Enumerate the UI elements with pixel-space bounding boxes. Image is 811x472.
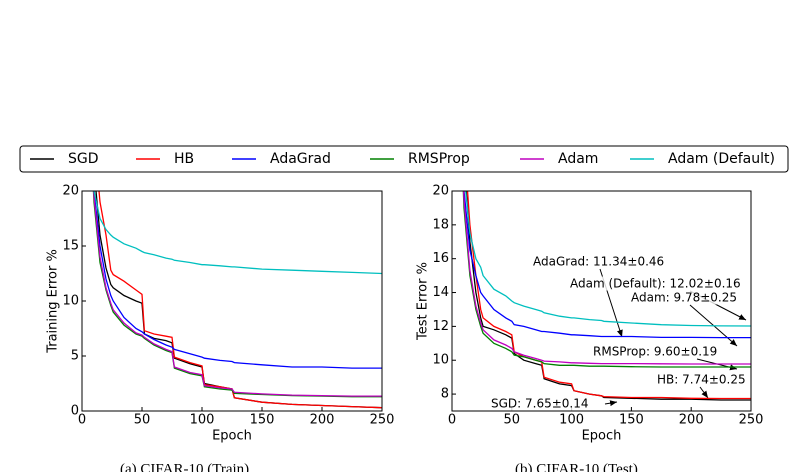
x-tick-label: 0	[448, 413, 456, 428]
caption: (b) CIFAR-10 (Test)	[515, 461, 638, 472]
series-line	[98, 191, 382, 409]
x-tick-label: 150	[619, 413, 644, 428]
annotation-bg	[592, 344, 719, 359]
x-tick-label: 100	[190, 413, 215, 428]
series-line	[93, 191, 382, 397]
y-tick-label: 5	[71, 349, 79, 364]
annotation: AdaGrad: 11.34±0.46	[533, 255, 664, 269]
series-line	[463, 191, 751, 339]
x-tick-label: 250	[739, 413, 764, 428]
annotation: Adam (Default): 12.02±0.16	[570, 277, 741, 291]
legend-label: Adam	[558, 151, 598, 167]
x-tick-label: 0	[78, 413, 86, 428]
legend-label: Adam (Default)	[668, 151, 775, 167]
legend-box	[19, 145, 789, 173]
legend-label: HB	[174, 151, 194, 167]
y-tick-label: 0	[71, 404, 79, 419]
y-tick-label: 10	[432, 353, 449, 368]
series-line	[92, 191, 382, 398]
annotation-bg	[569, 276, 742, 291]
x-tick-label: 200	[310, 413, 335, 428]
plot-lines	[92, 191, 382, 409]
annotation-bg	[656, 372, 747, 387]
series-line	[93, 191, 382, 369]
x-tick-label: 100	[559, 413, 584, 428]
y-tick-label: 20	[62, 184, 79, 199]
caption: (a) CIFAR-10 (Train)	[120, 461, 249, 472]
plot-lines	[462, 191, 751, 401]
x-tick-label: 50	[504, 413, 521, 428]
series-line	[465, 191, 751, 327]
series-line	[462, 191, 751, 365]
y-tick-label: 14	[432, 285, 449, 300]
y-tick-label: 15	[62, 239, 79, 254]
x-tick-label: 200	[679, 413, 704, 428]
plot-frame	[451, 190, 752, 412]
series-line	[462, 191, 751, 368]
y-tick-label: 16	[432, 251, 449, 266]
y-tick-label: 8	[441, 387, 449, 402]
legend-label: AdaGrad	[270, 151, 331, 167]
legend-label: RMSProp	[408, 151, 470, 167]
x-axis-label: Epoch	[582, 429, 622, 444]
series-line	[95, 191, 382, 409]
series-line	[93, 191, 382, 275]
annotation: Adam: 9.78±0.25	[631, 291, 737, 305]
annotation: SGD: 7.65±0.14	[491, 397, 589, 411]
annotation: RMSProp: 9.60±0.19	[593, 345, 717, 359]
legend-label: SGD	[68, 151, 99, 167]
y-tick-label: 12	[432, 319, 449, 334]
x-tick-label: 250	[370, 413, 395, 428]
x-tick-label: 150	[250, 413, 275, 428]
annotation-bg	[490, 396, 590, 411]
x-axis-label: Epoch	[212, 429, 252, 444]
plot-frame	[81, 190, 383, 412]
annotation-bg	[532, 254, 666, 269]
y-tick-label: 10	[62, 294, 79, 309]
x-tick-label: 50	[134, 413, 151, 428]
y-tick-label: 18	[432, 217, 449, 232]
series-line	[466, 191, 751, 400]
annotation-bg	[630, 290, 739, 305]
y-tick-label: 20	[432, 184, 449, 199]
y-axis-label: Test Error %	[416, 262, 431, 341]
annotation: HB: 7.74±0.25	[657, 373, 746, 387]
y-axis-label: Training Error %	[46, 249, 61, 354]
